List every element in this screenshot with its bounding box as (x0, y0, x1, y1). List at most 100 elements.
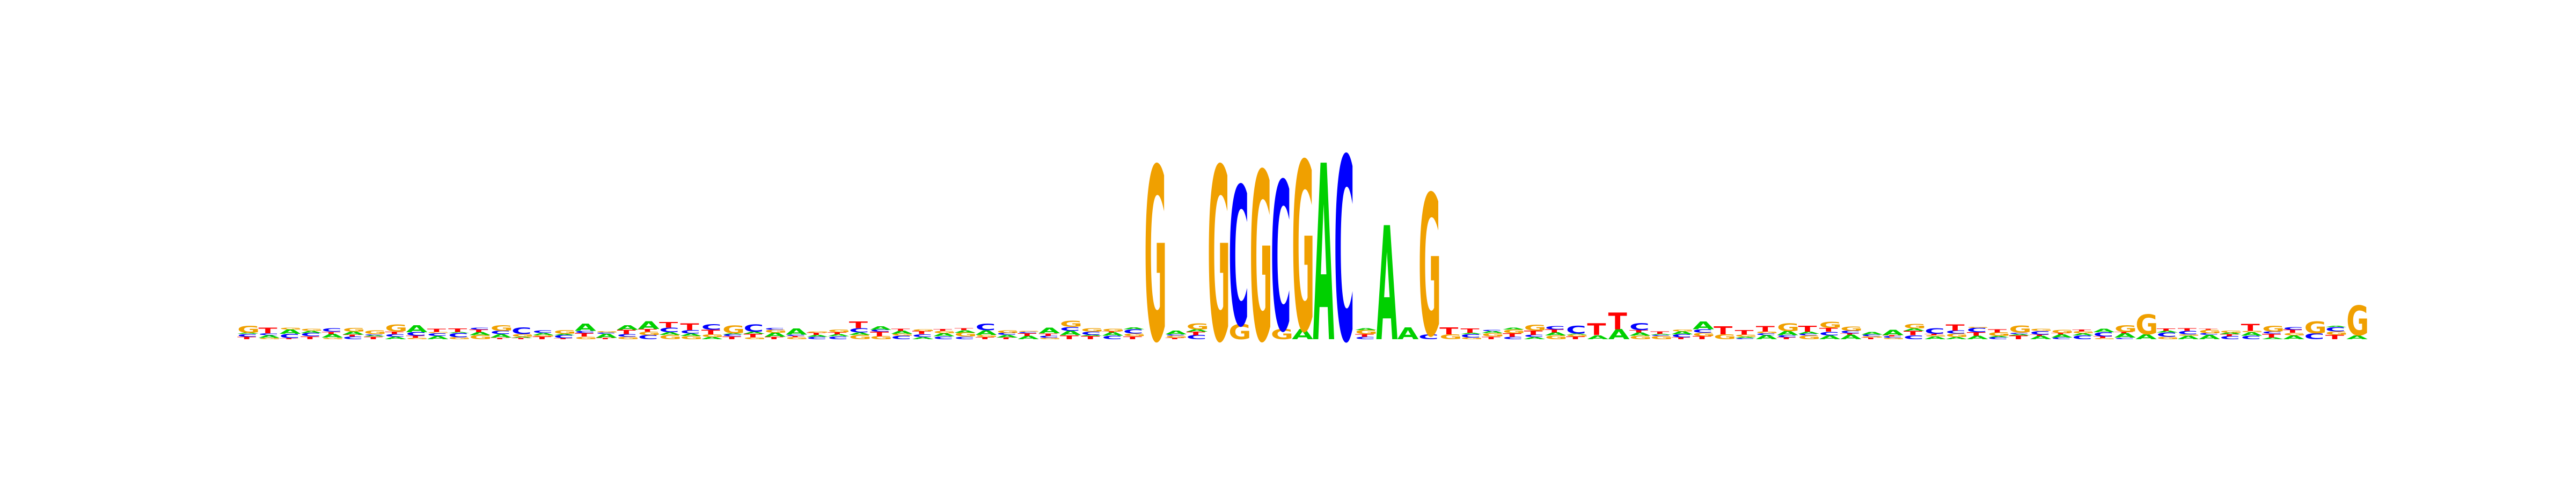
logo-letter-t: T (722, 335, 741, 340)
logo-letter-a: A (343, 331, 365, 335)
logo-letter-a: A (1566, 333, 1588, 335)
logo-letter-g: G (1840, 326, 1863, 332)
logo-letter-t: T (511, 338, 530, 340)
logo-letter-g: G (1693, 332, 1715, 337)
logo-letter-g: G (701, 334, 724, 338)
logo-letter-t: T (786, 335, 804, 337)
logo-letter-g: G (258, 338, 281, 340)
logo-letter-g: G (1988, 331, 2010, 337)
logo-position: A (1376, 195, 1397, 376)
logo-letter-c: C (1735, 338, 1755, 340)
logo-letter-g: G (2262, 324, 2285, 333)
logo-letter-g: G (2220, 330, 2242, 333)
logo-letter-t: T (1039, 333, 1058, 336)
logo-letter-t: T (1967, 331, 1986, 336)
logo-letter-t: T (828, 332, 847, 335)
logo-letter-t: T (1629, 330, 1648, 333)
logo-letter-c: C (1545, 325, 1565, 331)
logo-letter-a: A (1376, 195, 1397, 376)
logo-letter-c: C (1945, 330, 1966, 335)
logo-letter-a: A (1756, 334, 1777, 340)
logo-letter-a: A (1060, 330, 1081, 336)
logo-letter-g: G (849, 334, 872, 341)
logo-letter-g: G (2241, 331, 2264, 333)
logo-letter-c: C (680, 329, 700, 335)
logo-letter-t: T (849, 320, 868, 331)
logo-letter-a: A (743, 331, 765, 334)
logo-letter-g: G (1672, 329, 1694, 332)
logo-letter-c: C (1060, 326, 1080, 332)
logo-letter-c: C (1629, 321, 1650, 332)
logo-letter-g: G (1777, 321, 1799, 333)
logo-letter-c: C (1461, 333, 1481, 339)
logo-letter-a: A (870, 326, 891, 331)
logo-letter-g: G (1461, 337, 1483, 340)
logo-letter-a: A (448, 332, 470, 333)
logo-letter-t: T (680, 322, 699, 332)
logo-letter-a: A (1355, 328, 1377, 331)
logo-letter-c: C (1228, 148, 1249, 369)
logo-letter-g: G (680, 335, 702, 340)
logo-letter-a: A (511, 336, 533, 338)
logo-letter-a: A (1123, 327, 1145, 330)
logo-letter-t: T (1904, 330, 1923, 336)
logo-letter-t: T (659, 321, 678, 330)
logo-position: G (1208, 119, 1230, 396)
logo-letter-g: G (1861, 335, 1884, 338)
logo-letter-c: C (617, 333, 638, 338)
logo-letter-t: T (1608, 308, 1628, 335)
logo-letter-t: T (912, 331, 931, 335)
logo-letter-a: A (2051, 333, 2073, 338)
logo-letter-t: T (554, 338, 573, 340)
logo-letter-c: C (1039, 335, 1059, 339)
logo-letter-a: A (2220, 332, 2242, 335)
logo-letter-t: T (1524, 330, 1543, 336)
logo-letter-a: A (1461, 332, 1483, 334)
logo-letter-c: C (2072, 334, 2092, 340)
logo-letter-c: C (406, 331, 427, 337)
logo-letter-g: G (1250, 125, 1272, 394)
logo-letter-g: G (1355, 329, 1378, 335)
logo-letter-c: C (1524, 334, 1544, 338)
logo-letter-t: T (2283, 329, 2302, 334)
logo-letter-g: G (237, 324, 260, 335)
logo-letter-g: G (1102, 328, 1124, 332)
logo-letter-c: C (2304, 332, 2325, 341)
logo-letter-g: G (448, 336, 471, 340)
logo-letter-g: G (1945, 333, 1968, 338)
logo-letter-t: T (1123, 335, 1142, 340)
logo-letter-g: G (1524, 323, 1546, 332)
logo-letter-c: C (2262, 331, 2282, 334)
logo-letter-c: C (385, 333, 405, 338)
logo-letter-c: C (2220, 335, 2240, 340)
logo-letter-t: T (2009, 334, 2028, 340)
logo-letter-a: A (1988, 336, 2010, 338)
logo-letter-a: A (2094, 328, 2115, 333)
logo-letter-a: A (2241, 331, 2263, 336)
logo-letter-t: T (2114, 332, 2133, 334)
logo-letter-a: A (554, 333, 576, 335)
logo-letter-g: G (638, 331, 661, 336)
logo-letter-c: C (1819, 331, 1840, 336)
logo-letter-g: G (1123, 333, 1146, 337)
logo-letter-t: T (1355, 333, 1374, 338)
logo-letter-t: T (1060, 334, 1079, 341)
